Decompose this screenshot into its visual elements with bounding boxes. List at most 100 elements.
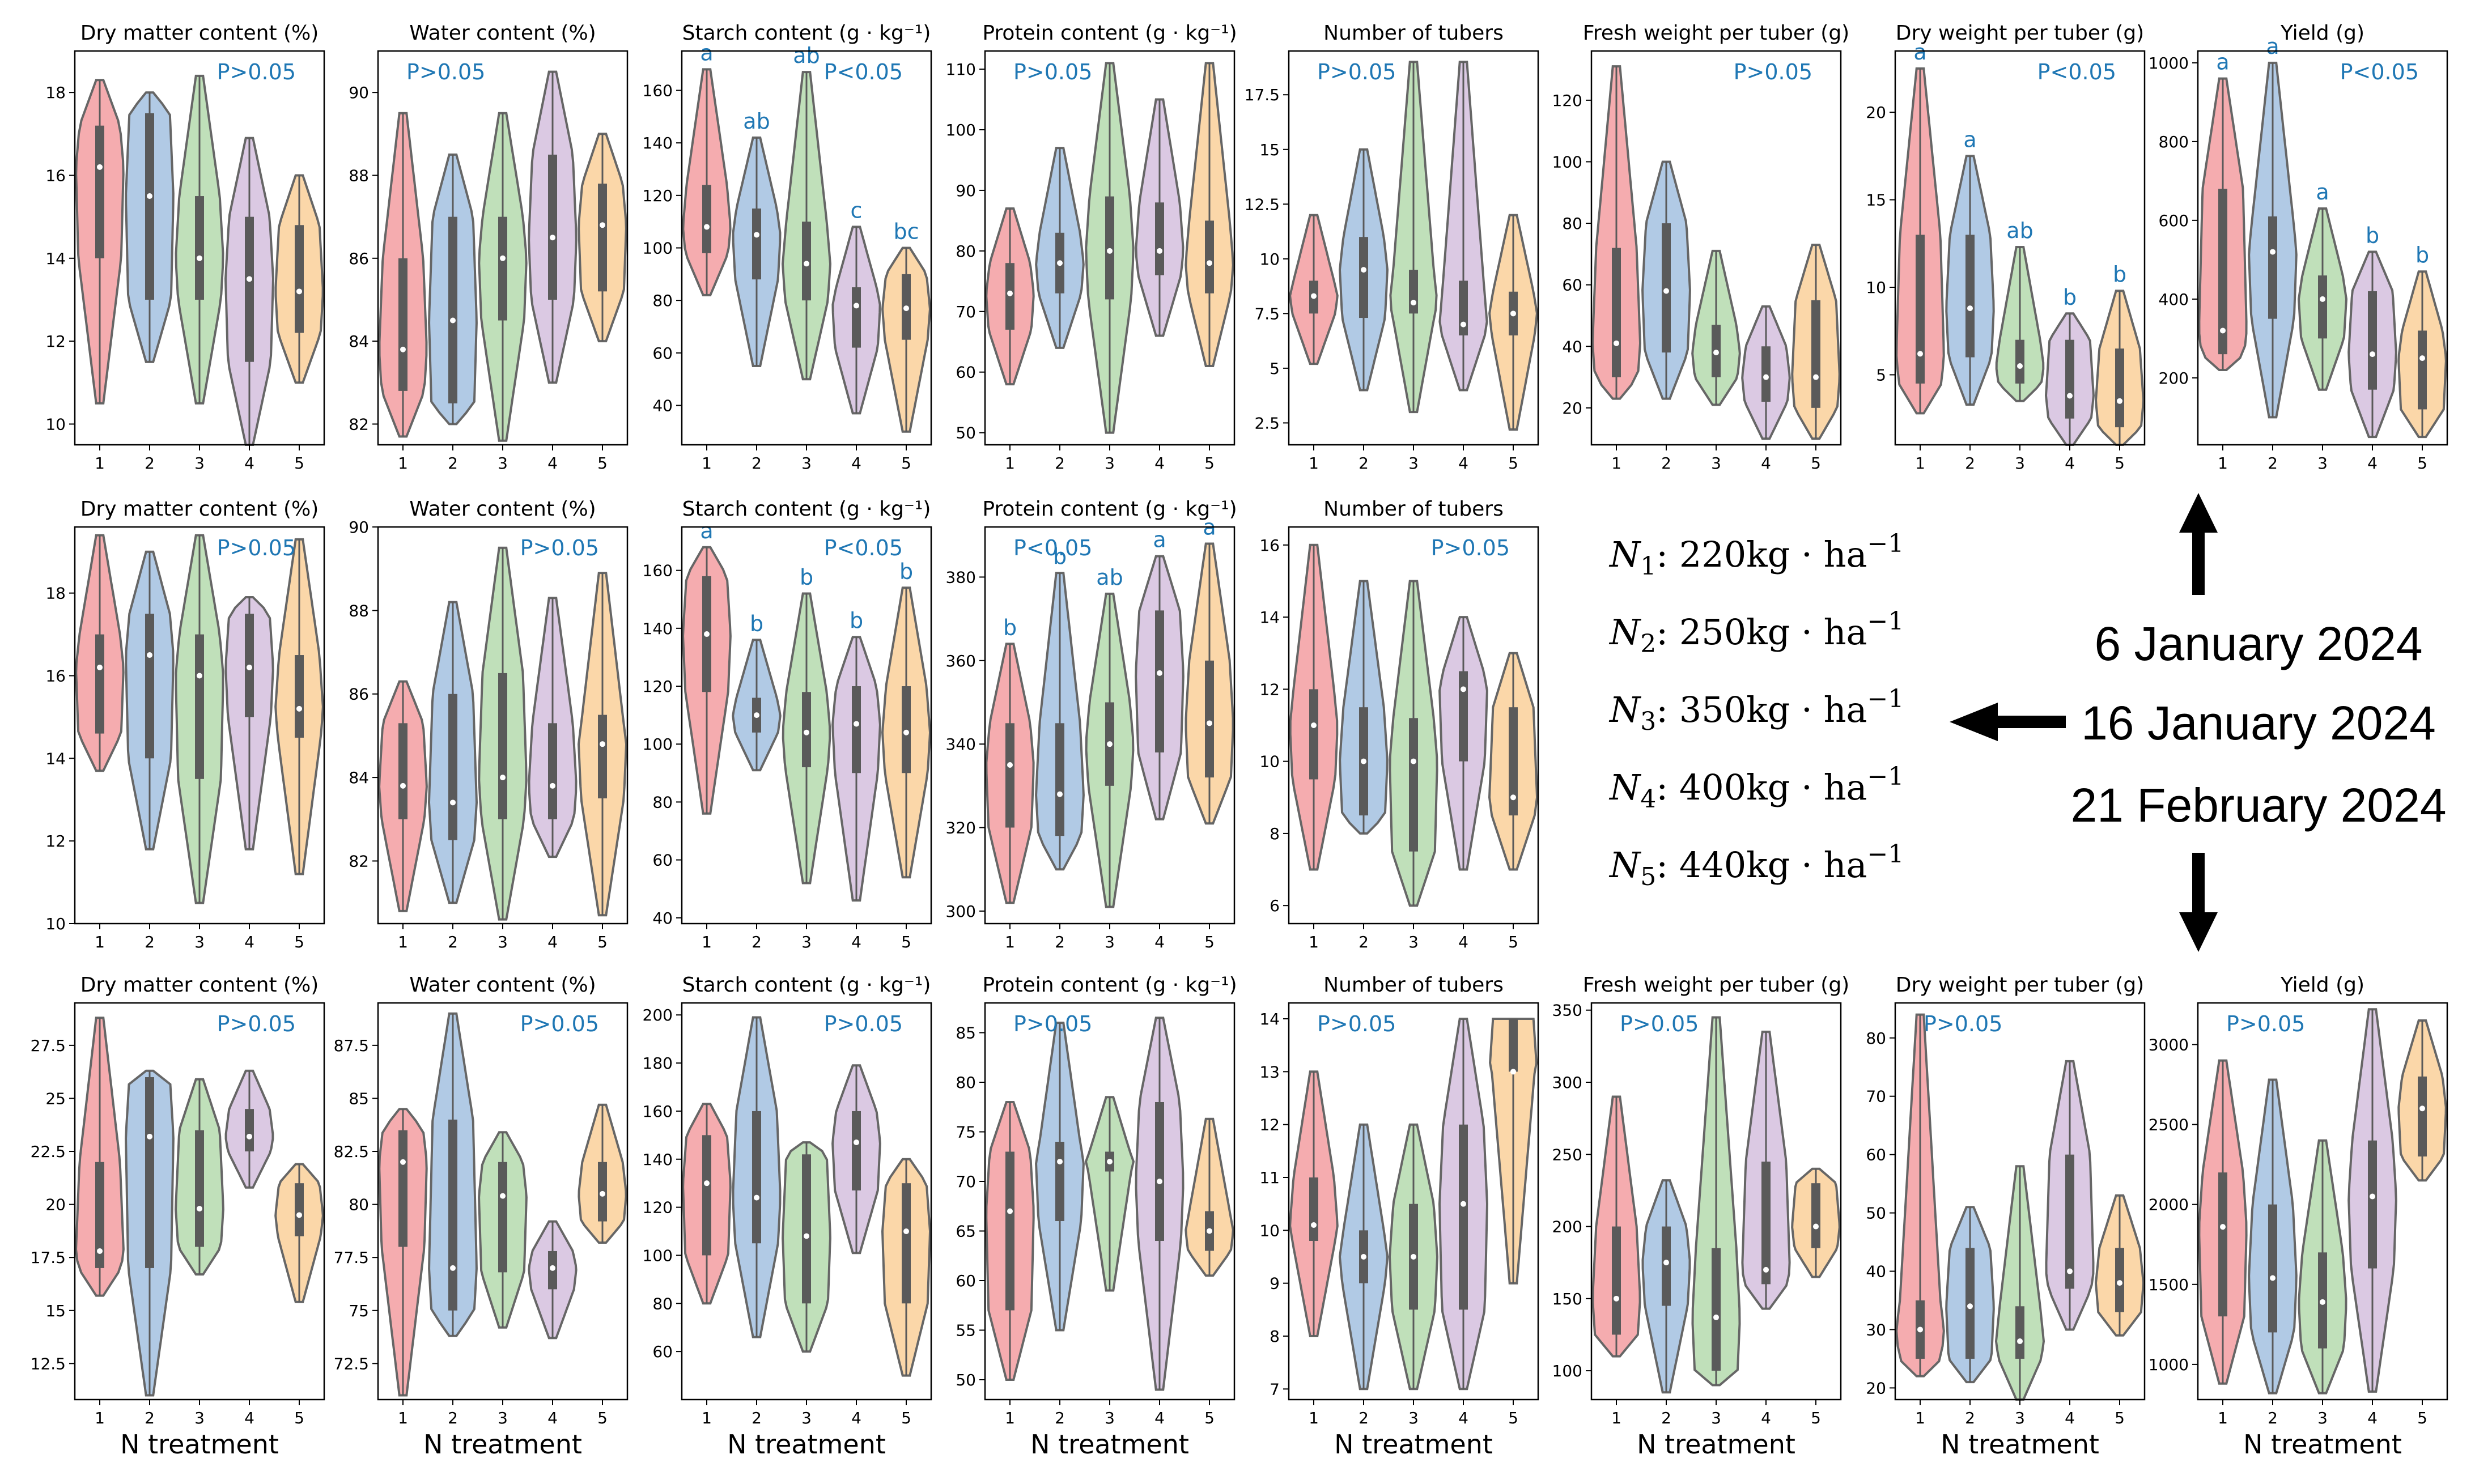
- iqr-box: [1409, 718, 1418, 852]
- p-value: P>0.05: [1431, 535, 1510, 560]
- median-point: [600, 222, 605, 228]
- median-point: [500, 775, 506, 781]
- iqr-box: [598, 184, 607, 292]
- iqr-box: [1612, 248, 1621, 377]
- x-tick-label: 2: [752, 454, 762, 473]
- median-point: [2419, 1105, 2425, 1112]
- x-tick-label: 2: [448, 1409, 458, 1427]
- panel-1-1: Water content (%) 82 84 86 88 90 1 2 3 4 5 P>0.05: [349, 497, 629, 951]
- x-tick-label: 5: [294, 1409, 304, 1427]
- iqr-box: [1662, 223, 1671, 353]
- y-tick-label: 82.5: [334, 1142, 369, 1161]
- legend-n1: N1: 220kg · ha−1: [1608, 529, 1904, 581]
- x-tick-label: 1: [2218, 1409, 2228, 1427]
- median-point: [2017, 363, 2023, 369]
- panel-title: Protein content (g · kg⁻¹): [982, 973, 1237, 997]
- iqr-box: [1459, 1124, 1468, 1310]
- x-tick-label: 5: [294, 933, 304, 951]
- y-tick-label: 100: [946, 121, 976, 139]
- y-tick-label: 12: [45, 832, 66, 851]
- median-point: [147, 652, 152, 658]
- iqr-box: [295, 225, 304, 333]
- y-tick-label: 40: [1866, 1262, 1886, 1281]
- iqr-box: [2368, 1140, 2377, 1269]
- x-tick-label: 4: [851, 454, 861, 473]
- x-tick-label: 4: [244, 1409, 254, 1427]
- median-point: [1967, 305, 1973, 312]
- iqr-box: [95, 1162, 104, 1268]
- y-tick-label: 50: [956, 1371, 976, 1389]
- iqr-box: [398, 258, 407, 391]
- x-tick-label: 1: [95, 933, 105, 951]
- x-tick-label: 4: [547, 933, 558, 951]
- x-tick-label: 2: [1965, 1409, 1975, 1427]
- iqr-box: [1155, 1102, 1164, 1241]
- x-tick-label: 2: [1965, 454, 1975, 473]
- y-tick-label: 10: [45, 915, 66, 933]
- iqr-box: [245, 216, 254, 362]
- median-point: [1967, 1303, 1973, 1309]
- median-point: [2419, 355, 2425, 362]
- median-point: [97, 164, 103, 170]
- y-tick-label: 80: [349, 1196, 369, 1214]
- significance-letter: b: [2366, 223, 2379, 248]
- x-tick-label: 1: [1309, 933, 1319, 951]
- p-value: P<0.05: [1013, 535, 1092, 560]
- iqr-box: [752, 209, 761, 280]
- panel-title: Starch content (g · kg⁻¹): [682, 497, 931, 521]
- significance-letter: bc: [893, 219, 919, 244]
- panel-0-1: Water content (%) 82 84 86 88 90 1 2 3 4 5 P>0.05: [349, 22, 629, 473]
- y-tick-label: 300: [946, 902, 976, 921]
- iqr-box: [1761, 1162, 1771, 1285]
- iqr-box: [2218, 189, 2227, 355]
- y-tick-label: 10: [45, 415, 66, 433]
- median-point: [754, 712, 759, 718]
- median-point: [2017, 1338, 2023, 1345]
- iqr-box: [1459, 671, 1468, 762]
- median-point: [1614, 340, 1619, 346]
- y-tick-label: 60: [1562, 276, 1582, 295]
- panel-title: Protein content (g · kg⁻¹): [982, 22, 1237, 45]
- x-tick-label: 3: [801, 933, 812, 951]
- x-tick-label: 2: [752, 933, 762, 951]
- median-point: [804, 261, 809, 267]
- x-tick-label: 2: [1359, 1409, 1369, 1427]
- median-point: [147, 193, 152, 199]
- median-point: [296, 288, 302, 295]
- x-tick-label: 3: [498, 1409, 508, 1427]
- p-value: P>0.05: [1620, 1011, 1699, 1036]
- iqr-box: [2015, 1306, 2024, 1359]
- arrow-down-icon: [2179, 853, 2218, 952]
- median-point: [296, 705, 302, 712]
- x-axis-label: N treatment: [727, 1429, 886, 1460]
- date-labels: 6 January 2024 16 January 2024 21 Februa…: [2070, 617, 2446, 832]
- panel-0-5: Fresh weight per tuber (g) 20 40 60 80 100 120…: [1552, 22, 1850, 473]
- x-axis-label: N treatment: [1637, 1429, 1795, 1460]
- y-tick-label: 14: [45, 249, 66, 268]
- y-tick-label: 27.5: [31, 1036, 66, 1055]
- panel-title: Starch content (g · kg⁻¹): [682, 22, 931, 45]
- p-value: P>0.05: [217, 1011, 296, 1036]
- y-tick-label: 88: [349, 601, 369, 620]
- y-tick-label: 110: [946, 60, 976, 79]
- median-point: [1763, 374, 1769, 380]
- iqr-box: [702, 1135, 711, 1256]
- iqr-box: [1205, 660, 1214, 778]
- x-tick-label: 5: [1508, 933, 1518, 951]
- panel-title: Number of tubers: [1323, 22, 1504, 45]
- p-value: P>0.05: [217, 535, 296, 560]
- significance-letter: b: [899, 559, 913, 584]
- y-tick-label: 60: [956, 1272, 976, 1290]
- median-point: [903, 1228, 909, 1235]
- x-tick-label: 4: [547, 1409, 558, 1427]
- iqr-box: [398, 1130, 407, 1247]
- legend-n5: N5: 440kg · ha−1: [1608, 840, 1904, 891]
- y-tick-label: 120: [1552, 91, 1582, 110]
- x-tick-label: 4: [244, 454, 254, 473]
- panel-title: Protein content (g · kg⁻¹): [982, 497, 1237, 521]
- x-tick-label: 1: [1005, 454, 1015, 473]
- panel-title: Dry matter content (%): [80, 497, 319, 521]
- iqr-box: [1965, 1248, 1975, 1359]
- significance-letter: a: [700, 40, 713, 65]
